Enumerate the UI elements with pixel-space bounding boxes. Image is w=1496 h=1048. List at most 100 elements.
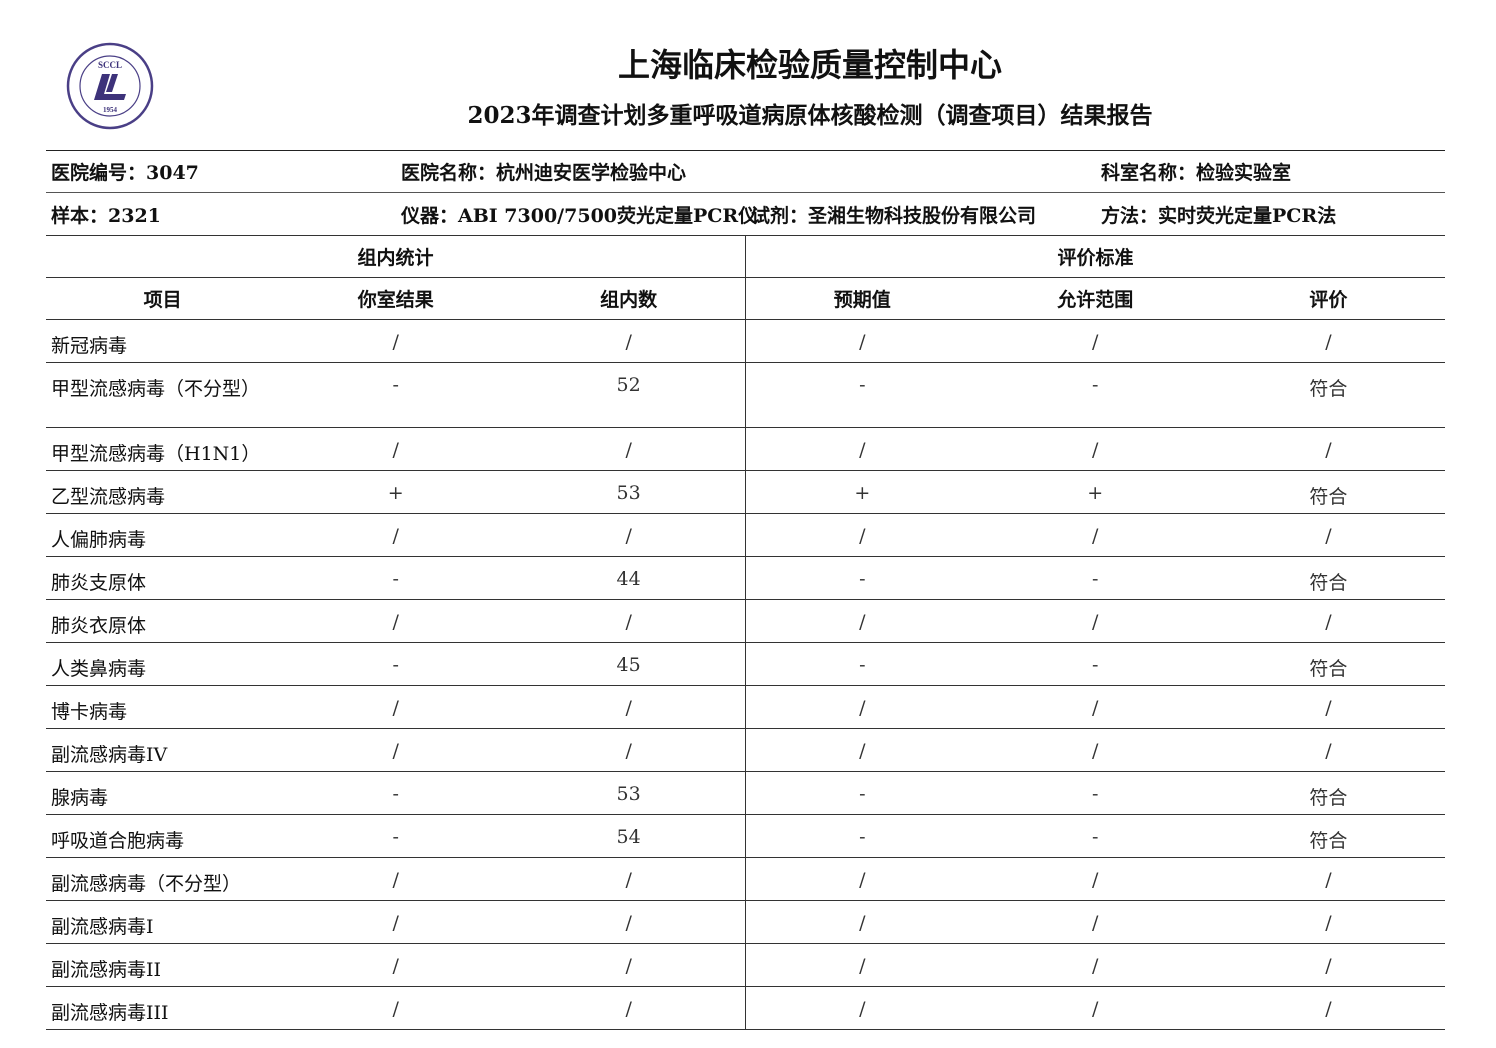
cell-expected: + xyxy=(745,470,979,514)
table-row: 人类鼻病毒 -45- - 符合 xyxy=(46,642,1445,686)
cell-your-result: / xyxy=(279,857,513,901)
table-row: 人偏肺病毒 / / / / / xyxy=(46,513,1445,557)
cell-expected: - xyxy=(745,771,979,815)
cell-your-result: / xyxy=(279,685,513,729)
cell-group-count: / xyxy=(512,685,746,729)
table-row: 新冠病毒 / / / / / xyxy=(46,319,1445,363)
cell-your-result: / xyxy=(279,943,513,987)
table-row: 博卡病毒 / / / / / xyxy=(46,685,1445,729)
info-row-hospital: 医院编号：3047 医院名称：杭州迪安医学检验中心 科室名称：检验实验室 xyxy=(46,151,1445,193)
cell-group-count: 45 xyxy=(512,642,746,686)
cell-allowed-range: - xyxy=(978,814,1212,858)
cell-group-count: / xyxy=(512,900,746,944)
table-row: 副流感病毒IV / / / / / xyxy=(46,728,1445,772)
cell-group-count: 53 xyxy=(512,470,746,514)
sccl-logo: SCCL 1954 xyxy=(66,42,154,130)
cell-evaluation: 符合 xyxy=(1211,556,1445,600)
cell-allowed-range: / xyxy=(978,943,1212,987)
cell-group-count: / xyxy=(512,986,746,1030)
table-row: 肺炎支原体 -44- - 符合 xyxy=(46,556,1445,600)
cell-evaluation: / xyxy=(1211,319,1445,363)
cell-your-result: - xyxy=(279,771,513,815)
cell-evaluation: 符合 xyxy=(1211,814,1445,858)
svg-text:SCCL: SCCL xyxy=(98,60,122,70)
table-row: 副流感病毒III / / / / / xyxy=(46,986,1445,1030)
cell-allowed-range: / xyxy=(978,986,1212,1030)
cell-allowed-range: / xyxy=(978,728,1212,772)
cell-expected: / xyxy=(745,900,979,944)
cell-allowed-range: - xyxy=(978,642,1212,686)
cell-expected: - xyxy=(745,814,979,858)
cell-your-result: / xyxy=(279,986,513,1030)
cell-group-count: / xyxy=(512,599,746,643)
item-name: 腺病毒 xyxy=(46,771,280,815)
cell-expected: / xyxy=(745,319,979,363)
cell-your-result: / xyxy=(279,513,513,557)
cell-your-result: / xyxy=(279,599,513,643)
cell-evaluation: 符合 xyxy=(1211,642,1445,686)
cell-group-count: / xyxy=(512,943,746,987)
item-name: 人偏肺病毒 xyxy=(46,513,280,557)
cell-your-result: - xyxy=(279,362,513,428)
cell-expected: / xyxy=(745,943,979,987)
hospital-name: 医院名称：杭州迪安医学检验中心 xyxy=(401,162,687,184)
cell-evaluation: / xyxy=(1211,513,1445,557)
cell-group-count: 54 xyxy=(512,814,746,858)
table-row: 甲型流感病毒（不分型） -52- - 符合 xyxy=(46,362,1445,428)
cell-allowed-range: / xyxy=(978,319,1212,363)
svg-text:1954: 1954 xyxy=(103,106,118,114)
cell-group-count: 52 xyxy=(512,362,746,428)
cell-evaluation: / xyxy=(1211,986,1445,1030)
column-header: 允许范围 xyxy=(978,277,1212,320)
instrument: 仪器：ABI 7300/7500荧光定量PCR仪 xyxy=(401,204,758,227)
cell-expected: / xyxy=(745,728,979,772)
group-header-criteria: 评价标准 xyxy=(745,236,1445,278)
cell-allowed-range: / xyxy=(978,427,1212,471)
cell-evaluation: / xyxy=(1211,685,1445,729)
cell-evaluation: / xyxy=(1211,599,1445,643)
cell-group-count: / xyxy=(512,427,746,471)
department: 科室名称：检验实验室 xyxy=(1101,162,1292,184)
cell-expected: / xyxy=(745,685,979,729)
cell-your-result: / xyxy=(279,728,513,772)
cell-evaluation: 符合 xyxy=(1211,362,1445,428)
cell-allowed-range: / xyxy=(978,857,1212,901)
cell-your-result: - xyxy=(279,814,513,858)
sample-id: 样本：2321 xyxy=(51,204,161,227)
group-header-intra: 组内统计 xyxy=(46,236,746,278)
reagent: 试剂：圣湘生物科技股份有限公司 xyxy=(751,204,1037,227)
info-row-sample: 样本：2321 仪器：ABI 7300/7500荧光定量PCR仪 试剂：圣湘生物… xyxy=(46,193,1445,236)
item-name: 甲型流感病毒（不分型） xyxy=(46,362,280,428)
item-name: 呼吸道合胞病毒 xyxy=(46,814,280,858)
hospital-id: 医院编号：3047 xyxy=(51,162,199,184)
cell-evaluation: 符合 xyxy=(1211,771,1445,815)
item-name: 副流感病毒I xyxy=(46,900,280,944)
cell-expected: - xyxy=(745,362,979,428)
table-row: 副流感病毒II / / / / / xyxy=(46,943,1445,987)
item-name: 副流感病毒（不分型） xyxy=(46,857,280,901)
item-name: 博卡病毒 xyxy=(46,685,280,729)
cell-allowed-range: / xyxy=(978,900,1212,944)
column-header: 组内数 xyxy=(512,277,746,320)
cell-evaluation: 符合 xyxy=(1211,470,1445,514)
cell-allowed-range: - xyxy=(978,556,1212,600)
cell-group-count: 44 xyxy=(512,556,746,600)
cell-expected: / xyxy=(745,857,979,901)
cell-allowed-range: + xyxy=(978,470,1212,514)
cell-group-count: / xyxy=(512,319,746,363)
cell-your-result: / xyxy=(279,427,513,471)
cell-allowed-range: / xyxy=(978,513,1212,557)
table-row: 腺病毒 -53- - 符合 xyxy=(46,771,1445,815)
cell-expected: / xyxy=(745,427,979,471)
item-name: 肺炎衣原体 xyxy=(46,599,280,643)
cell-group-count: / xyxy=(512,513,746,557)
cell-your-result: + xyxy=(279,470,513,514)
item-name: 人类鼻病毒 xyxy=(46,642,280,686)
cell-expected: / xyxy=(745,986,979,1030)
cell-expected: / xyxy=(745,513,979,557)
table-row: 副流感病毒（不分型） / / / / / xyxy=(46,857,1445,901)
cell-group-count: / xyxy=(512,857,746,901)
cell-your-result: / xyxy=(279,900,513,944)
column-header: 项目 xyxy=(46,277,280,320)
item-name: 肺炎支原体 xyxy=(46,556,280,600)
